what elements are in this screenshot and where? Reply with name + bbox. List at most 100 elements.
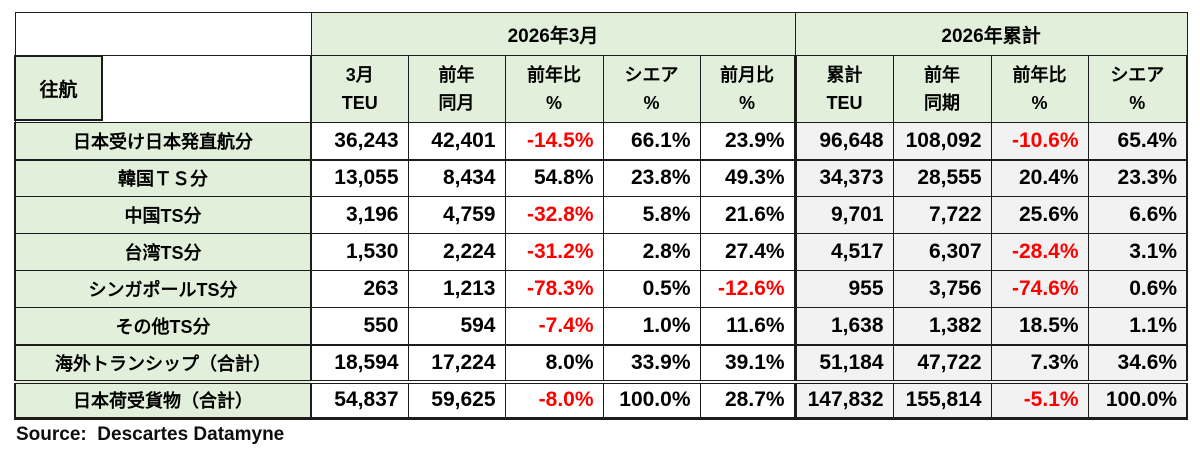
value-cell: -7.4% [504,307,604,346]
value-cell: 5.8% [602,196,701,234]
column-header-4: シエア% [602,55,701,123]
value-cell: 54,837 [310,381,409,420]
value-cell: 1,213 [407,270,506,308]
row-label: 海外トランシップ（合計） [14,344,312,384]
value-cell: 7.3% [990,344,1089,384]
value-cell: 18.5% [990,307,1089,346]
value-cell: 28,555 [892,159,992,197]
header-blank-area [14,12,312,56]
value-cell: 65.4% [1087,122,1189,161]
value-cell: 6,307 [892,233,992,271]
value-cell: 108,092 [892,122,992,161]
table-row: シンガポールTS分 263 1,213 -78.3% 0.5% -12.6% 955 3,75… [14,270,1189,308]
value-cell: -28.4% [990,233,1089,271]
value-cell: 0.6% [1087,270,1189,308]
outbound-direction-label: 往航 [39,79,78,101]
value-cell: 25.6% [990,196,1089,234]
value-cell: 155,814 [892,381,992,420]
table-row: 海外トランシップ（合計） 18,594 17,224 8.0% 33.9% 39.1% 51… [14,344,1189,384]
value-cell: 0.5% [602,270,701,308]
value-cell: 7,722 [892,196,992,234]
value-cell: 8,434 [407,159,506,197]
source-note: Source: Descartes Datamyne [16,424,285,445]
value-cell: 33.9% [602,344,701,384]
outbound-direction-box: 往航 [14,55,103,121]
value-cell: -8.0% [504,381,604,420]
value-cell: 1,638 [793,307,894,346]
row-label: 中国TS分 [14,196,312,234]
value-cell: 9,701 [793,196,894,234]
value-cell: 594 [407,307,506,346]
value-cell: 11.6% [699,307,797,346]
value-cell: 3,756 [892,270,992,308]
column-header-row: 3月 TEU 前年 同月 前年比% シエア% 前月比% 累計 TEU 前年 同期 前年比% シエア% [14,55,1189,123]
value-cell: 147,832 [793,381,894,420]
value-cell: 1.1% [1087,307,1189,346]
row-label: 台湾TS分 [14,233,312,271]
value-cell: 36,243 [310,122,409,161]
table-body: 日本受け日本発直航分 36,243 42,401 -14.5% 66.1% 23.9% 96… [14,122,1189,420]
column-header-8: 前年比% [990,55,1089,123]
value-cell: 34.6% [1087,344,1189,384]
value-cell: 3,196 [310,196,409,234]
column-header-1: 3月 TEU [310,55,409,123]
table-row: 日本受け日本発直航分 36,243 42,401 -14.5% 66.1% 23.9% 96… [14,122,1189,161]
value-cell: 28.7% [699,381,797,420]
value-cell: 100.0% [1087,381,1189,420]
value-cell: 8.0% [504,344,604,384]
value-cell: 955 [793,270,894,308]
value-cell: 1.0% [602,307,701,346]
group-header-row: 2026年3月 2026年累計 [14,12,1188,56]
value-cell: 20.4% [990,159,1089,197]
value-cell: 17,224 [407,344,506,384]
value-cell: 1,382 [892,307,992,346]
value-cell: 39.1% [699,344,797,384]
column-header-6: 累計 TEU [793,55,894,123]
value-cell: -78.3% [504,270,604,308]
group-header-month: 2026年3月 [310,12,796,56]
value-cell: 6.6% [1087,196,1189,234]
column-header-2: 前年 同月 [407,55,506,123]
value-cell: 34,373 [793,159,894,197]
value-cell: 54.8% [504,159,604,197]
value-cell: -32.8% [504,196,604,234]
column-header-7: 前年 同期 [892,55,992,123]
row-label: 日本受け日本発直航分 [14,122,312,161]
value-cell: 59,625 [407,381,506,420]
value-cell: 2.8% [602,233,701,271]
value-cell: 23.8% [602,159,701,197]
value-cell: 51,184 [793,344,894,384]
value-cell: 18,594 [310,344,409,384]
value-cell: 2,224 [407,233,506,271]
shipping-teu-table: 2026年3月 2026年累計 3月 TEU 前年 同月 前年比% シエア% 前月比% 累計 T… [14,12,1189,420]
row-label: 日本荷受貨物（合計） [14,381,312,420]
row-label: 韓国ＴＳ分 [14,159,312,197]
value-cell: 550 [310,307,409,346]
value-cell: 3.1% [1087,233,1189,271]
value-cell: 1,530 [310,233,409,271]
value-cell: -5.1% [990,381,1089,420]
row-label: シンガポールTS分 [14,270,312,308]
column-header-9: シエア% [1087,55,1189,123]
value-cell: 23.3% [1087,159,1189,197]
value-cell: 49.3% [699,159,797,197]
table-row: 日本荷受貨物（合計） 54,837 59,625 -8.0% 100.0% 28.7% 14… [14,381,1189,420]
value-cell: 13,055 [310,159,409,197]
group-header-cumulative: 2026年累計 [794,12,1188,56]
value-cell: 21.6% [699,196,797,234]
value-cell: 4,759 [407,196,506,234]
row-label: その他TS分 [14,307,312,346]
value-cell: 4,517 [793,233,894,271]
table-row: 中国TS分 3,196 4,759 -32.8% 5.8% 21.6% 9,701 7,722… [14,196,1189,234]
value-cell: 96,648 [793,122,894,161]
column-header-5: 前月比% [699,55,797,123]
table-row: 韓国ＴＳ分 13,055 8,434 54.8% 23.8% 49.3% 34,373 28,… [14,159,1189,197]
value-cell: -10.6% [990,122,1089,161]
value-cell: -14.5% [504,122,604,161]
table-row: その他TS分 550 594 -7.4% 1.0% 11.6% 1,638 1,382 18.5… [14,307,1189,346]
value-cell: -74.6% [990,270,1089,308]
table-row: 台湾TS分 1,530 2,224 -31.2% 2.8% 27.4% 4,517 6,307… [14,233,1189,271]
value-cell: 47,722 [892,344,992,384]
value-cell: -12.6% [699,270,797,308]
